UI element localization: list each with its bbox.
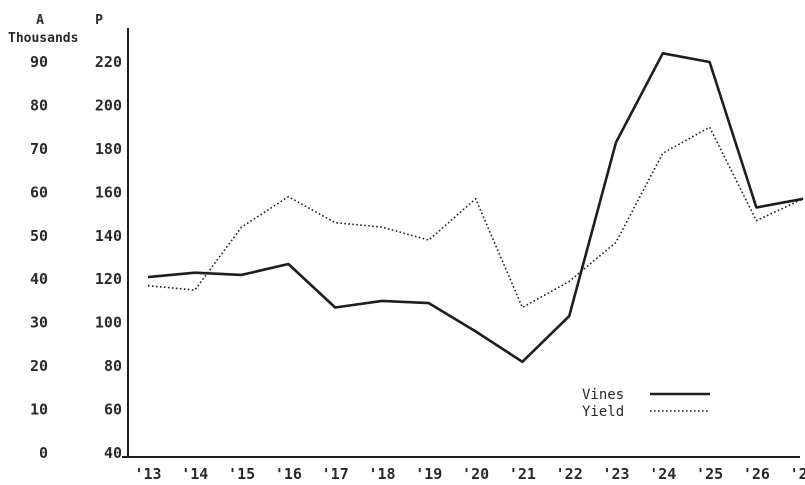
x-tick-label: '24 — [649, 465, 676, 483]
x-tick-label: '17 — [322, 465, 349, 483]
x-tick-label: '22 — [556, 465, 583, 483]
right-tick-label: 140 — [95, 227, 122, 245]
right-axis-letter: P — [95, 13, 103, 28]
data-point-vines — [194, 272, 196, 274]
right-tick-label: 220 — [95, 53, 122, 71]
data-point-yield — [615, 241, 617, 243]
data-point-yield — [662, 152, 664, 154]
data-point-yield — [522, 307, 524, 309]
left-tick-label: 20 — [30, 357, 48, 375]
right-tick-label: 100 — [95, 314, 122, 332]
data-point-yield — [194, 289, 196, 291]
axis-unit-label: Thousands — [8, 31, 78, 46]
series-layer — [147, 51, 804, 364]
right-tick-label: 180 — [95, 140, 122, 158]
data-point-yield — [288, 196, 290, 198]
left-axis-ticks: 0 10 20 30 40 50 60 70 80 90 — [30, 53, 48, 462]
right-tick-label: 160 — [95, 183, 122, 201]
data-point-vines — [662, 53, 664, 55]
data-point-vines — [381, 300, 383, 302]
legend-label-vines: Vines — [582, 387, 624, 403]
x-tick-label: '14 — [181, 465, 208, 483]
x-tick-label: '16 — [275, 465, 302, 483]
x-tick-label: '19 — [415, 465, 442, 483]
left-tick-label: 0 — [39, 444, 48, 462]
x-tick-label: '18 — [368, 465, 395, 483]
left-tick-label: 90 — [30, 53, 48, 71]
x-tick-label: '21 — [509, 465, 536, 483]
data-point-yield — [147, 285, 149, 287]
x-tick-label: '15 — [228, 465, 255, 483]
x-tick-label: '27 — [790, 465, 805, 483]
left-tick-label: 60 — [30, 183, 48, 201]
legend-label-yield: Yield — [582, 404, 624, 420]
data-point-vines — [428, 302, 430, 304]
data-point-vines — [709, 61, 711, 63]
right-tick-label: 40 — [104, 444, 122, 462]
left-tick-label: 50 — [30, 227, 48, 245]
right-tick-label: 60 — [104, 401, 122, 419]
data-point-vines — [615, 142, 617, 144]
left-tick-label: 10 — [30, 401, 48, 419]
right-tick-label: 80 — [104, 357, 122, 375]
x-tick-label: '26 — [743, 465, 770, 483]
left-tick-label: 30 — [30, 314, 48, 332]
data-point-vines — [147, 276, 149, 278]
right-axis-ticks: 40 60 80 100 120 140 160 180 200 220 — [95, 53, 122, 462]
data-point-vines — [756, 207, 758, 209]
right-tick-label: 200 — [95, 96, 122, 114]
data-point-vines — [475, 331, 477, 333]
data-point-yield — [428, 239, 430, 241]
data-point-yield — [381, 226, 383, 228]
legend: Vines Yield — [582, 387, 710, 420]
x-axis-ticks: '13 '14 '15 '16 '17 '18 '19 '20 '21 '22 '23 '24 '25 '… — [134, 465, 805, 483]
data-point-yield — [475, 198, 477, 200]
series-line-vines — [147, 51, 804, 364]
data-point-yield — [756, 220, 758, 222]
data-point-vines — [568, 315, 570, 317]
x-tick-label: '13 — [134, 465, 161, 483]
left-axis-letter: A — [36, 13, 44, 28]
x-tick-label: '20 — [462, 465, 489, 483]
data-point-yield — [802, 198, 804, 200]
left-tick-label: 40 — [30, 270, 48, 288]
data-point-vines — [241, 274, 243, 276]
data-point-yield — [334, 222, 336, 224]
left-tick-label: 80 — [30, 96, 48, 114]
data-point-vines — [288, 263, 290, 265]
data-point-yield — [241, 226, 243, 228]
right-tick-label: 120 — [95, 270, 122, 288]
x-tick-label: '23 — [602, 465, 629, 483]
series-line-yield — [147, 126, 804, 309]
data-point-yield — [568, 281, 570, 283]
x-tick-label: '25 — [696, 465, 723, 483]
data-point-vines — [522, 361, 524, 363]
left-tick-label: 70 — [30, 140, 48, 158]
data-point-yield — [709, 126, 711, 128]
data-point-vines — [334, 307, 336, 309]
